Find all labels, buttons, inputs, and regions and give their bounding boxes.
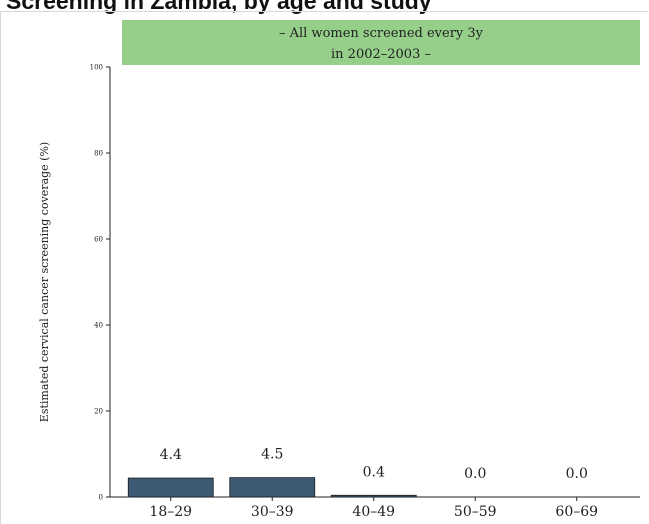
x-tick-label: 30–39 — [251, 504, 294, 520]
data-label: 0.0 — [464, 466, 486, 482]
x-tick-label: 50–59 — [454, 504, 497, 520]
panel-subtitle-line1: – All women screened every 3y — [279, 26, 484, 41]
panel-subtitle-line2: in 2002–2003 – — [331, 47, 431, 62]
y-tick-label: 80 — [94, 150, 103, 158]
bar-40–49 — [330, 494, 417, 498]
data-label: 4.5 — [261, 447, 283, 463]
y-tick-label: 60 — [94, 236, 103, 244]
y-axis-label: Estimated cervical cancer screening cove… — [38, 142, 51, 422]
chart-title: Screening in Zambia, by age and study — [6, 0, 432, 14]
y-ticks: 0 20 40 60 80 100 — [90, 64, 110, 502]
x-tick-label: 40–49 — [352, 504, 395, 520]
y-tick-label: 20 — [94, 408, 103, 416]
data-label: 0.4 — [363, 464, 385, 480]
y-tick-label: 40 — [94, 322, 103, 330]
y-tick-label: 100 — [90, 64, 103, 72]
x-tick-label: 18–29 — [149, 504, 192, 520]
data-label: 0.0 — [566, 466, 588, 482]
bar-30–39 — [229, 477, 316, 498]
chart-panel — [0, 11, 648, 524]
y-tick-label: 0 — [99, 494, 103, 502]
x-tick-label: 60–69 — [555, 504, 598, 520]
data-label: 4.4 — [160, 447, 182, 463]
x-ticks: 18–29 30–39 40–49 50–59 60–69 — [149, 497, 598, 520]
bar-18–29 — [127, 477, 214, 498]
panel-header-strip — [122, 20, 640, 65]
bars: 4.4 4.5 0.4 0.0 0.0 — [127, 447, 588, 498]
